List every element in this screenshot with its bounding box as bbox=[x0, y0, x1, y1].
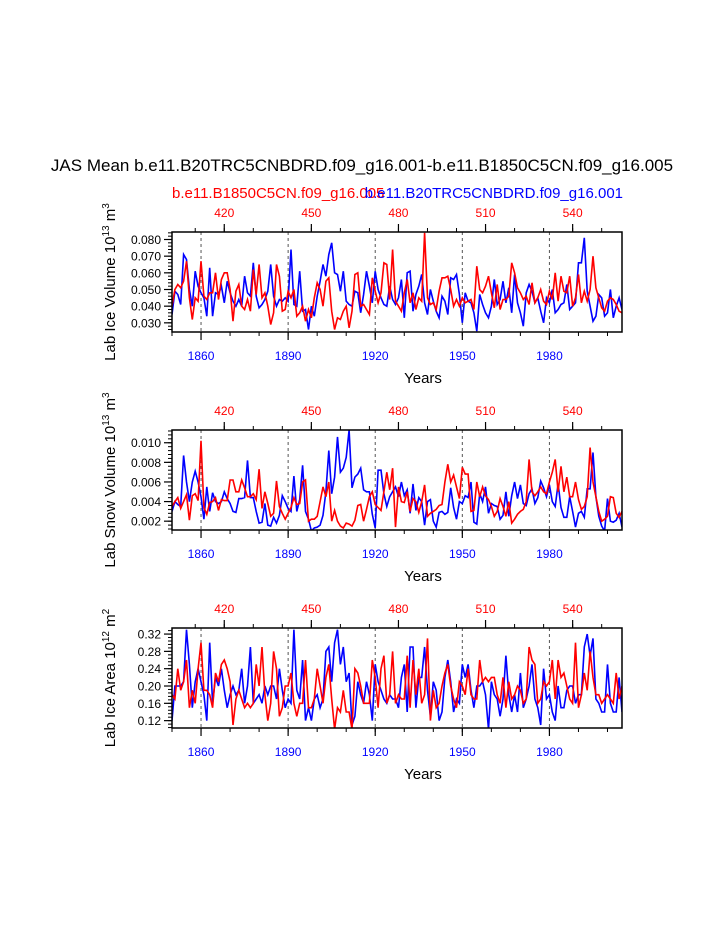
x-tick-label-bottom: 1920 bbox=[362, 547, 389, 561]
y-label-exponent: 12 bbox=[101, 631, 112, 643]
x-tick-label-top: 510 bbox=[476, 602, 496, 616]
y-label-text: m bbox=[102, 398, 119, 415]
x-tick-label-top: 480 bbox=[388, 404, 408, 418]
x-tick-label-bottom: 1860 bbox=[188, 745, 215, 759]
y-tick-label: 0.050 bbox=[131, 283, 161, 297]
y-axis-label: Lab Ice Area 1012 m2 bbox=[101, 608, 119, 747]
panel-1: 1860 1890 1920 1950 1980 420 450 480 510 540 0.030… bbox=[101, 203, 623, 387]
x-tick-label-top: 540 bbox=[563, 206, 583, 220]
x-tick-label-top: 420 bbox=[214, 206, 234, 220]
series-line-red bbox=[172, 440, 622, 530]
y-tick-label: 0.16 bbox=[138, 697, 162, 711]
y-label-exponent: 13 bbox=[101, 225, 112, 237]
y-tick-label: 0.20 bbox=[138, 680, 162, 694]
x-tick-label-bottom: 1890 bbox=[275, 349, 302, 363]
y-tick-label: 0.28 bbox=[138, 645, 162, 659]
x-tick-label-bottom: 1860 bbox=[188, 349, 215, 363]
panel-3: 1860 1890 1920 1950 1980 420 450 480 510 540 0.12 0… bbox=[101, 602, 623, 783]
y-tick-label: 0.32 bbox=[138, 628, 162, 642]
y-label-text: Lab Ice Area 10 bbox=[102, 642, 119, 747]
y-label-exponent: 2 bbox=[101, 608, 112, 614]
y-axis-label: Lab Ice Volume 1013 m3 bbox=[101, 203, 119, 361]
y-tick-label: 0.010 bbox=[131, 436, 161, 450]
y-label-exponent: 13 bbox=[101, 414, 112, 426]
y-tick-label: 0.030 bbox=[131, 316, 161, 330]
figure-title: JAS Mean b.e11.B20TRC5CNBDRD.f09_g16.001… bbox=[51, 156, 673, 175]
subtitle-right: b.e11.B20TRC5CNBDRD.f09_g16.001 bbox=[365, 185, 623, 202]
plot-frame bbox=[171, 231, 623, 333]
y-tick-label: 0.24 bbox=[138, 662, 162, 676]
plot-frame bbox=[171, 429, 623, 531]
y-tick-label: 0.060 bbox=[131, 266, 161, 280]
y-label-exponent: 3 bbox=[101, 203, 112, 209]
x-tick-label-top: 510 bbox=[476, 206, 496, 220]
y-tick-label: 0.002 bbox=[131, 515, 161, 529]
x-tick-label-bottom: 1980 bbox=[536, 349, 563, 363]
x-tick-label-top: 480 bbox=[388, 206, 408, 220]
series-line-red bbox=[172, 232, 622, 330]
y-label-exponent: 3 bbox=[101, 392, 112, 398]
x-axis-label: Years bbox=[404, 568, 442, 585]
plot-frame bbox=[171, 627, 623, 729]
y-tick-label: 0.040 bbox=[131, 300, 161, 314]
x-tick-label-top: 420 bbox=[214, 602, 234, 616]
x-tick-label-top: 510 bbox=[476, 404, 496, 418]
series-line-red bbox=[172, 638, 622, 728]
x-tick-label-bottom: 1950 bbox=[449, 745, 476, 759]
x-tick-label-top: 450 bbox=[301, 602, 321, 616]
x-tick-label-bottom: 1950 bbox=[449, 349, 476, 363]
panel-2: 1860 1890 1920 1950 1980 420 450 480 510 540 0.002… bbox=[101, 392, 623, 585]
y-tick-label: 0.070 bbox=[131, 250, 161, 264]
x-tick-label-top: 480 bbox=[388, 602, 408, 616]
y-tick-label: 0.12 bbox=[138, 714, 162, 728]
y-tick-label: 0.006 bbox=[131, 475, 161, 489]
x-axis-label: Years bbox=[404, 766, 442, 783]
x-tick-label-bottom: 1980 bbox=[536, 547, 563, 561]
x-tick-label-bottom: 1890 bbox=[275, 547, 302, 561]
x-tick-label-bottom: 1950 bbox=[449, 547, 476, 561]
x-tick-label-top: 450 bbox=[301, 404, 321, 418]
x-tick-label-bottom: 1860 bbox=[188, 547, 215, 561]
y-axis-label: Lab Snow Volume 1013 m3 bbox=[101, 392, 119, 568]
y-label-text: m bbox=[102, 614, 119, 631]
x-tick-label-bottom: 1920 bbox=[362, 745, 389, 759]
y-label-text: m bbox=[102, 209, 119, 226]
x-tick-label-top: 540 bbox=[563, 602, 583, 616]
x-tick-label-bottom: 1980 bbox=[536, 745, 563, 759]
series-line-blue bbox=[172, 629, 622, 728]
y-tick-label: 0.004 bbox=[131, 495, 161, 509]
x-tick-label-top: 420 bbox=[214, 404, 234, 418]
y-label-text: Lab Snow Volume 10 bbox=[102, 426, 119, 568]
y-tick-label: 0.080 bbox=[131, 233, 161, 247]
x-tick-label-bottom: 1920 bbox=[362, 349, 389, 363]
y-tick-label: 0.008 bbox=[131, 456, 161, 470]
x-tick-label-top: 450 bbox=[301, 206, 321, 220]
subtitle-left: b.e11.B1850C5CN.f09_g16.005 bbox=[172, 185, 384, 202]
x-axis-label: Years bbox=[404, 370, 442, 387]
x-tick-label-top: 540 bbox=[563, 404, 583, 418]
x-tick-label-bottom: 1890 bbox=[275, 745, 302, 759]
y-label-text: Lab Ice Volume 10 bbox=[102, 237, 119, 361]
